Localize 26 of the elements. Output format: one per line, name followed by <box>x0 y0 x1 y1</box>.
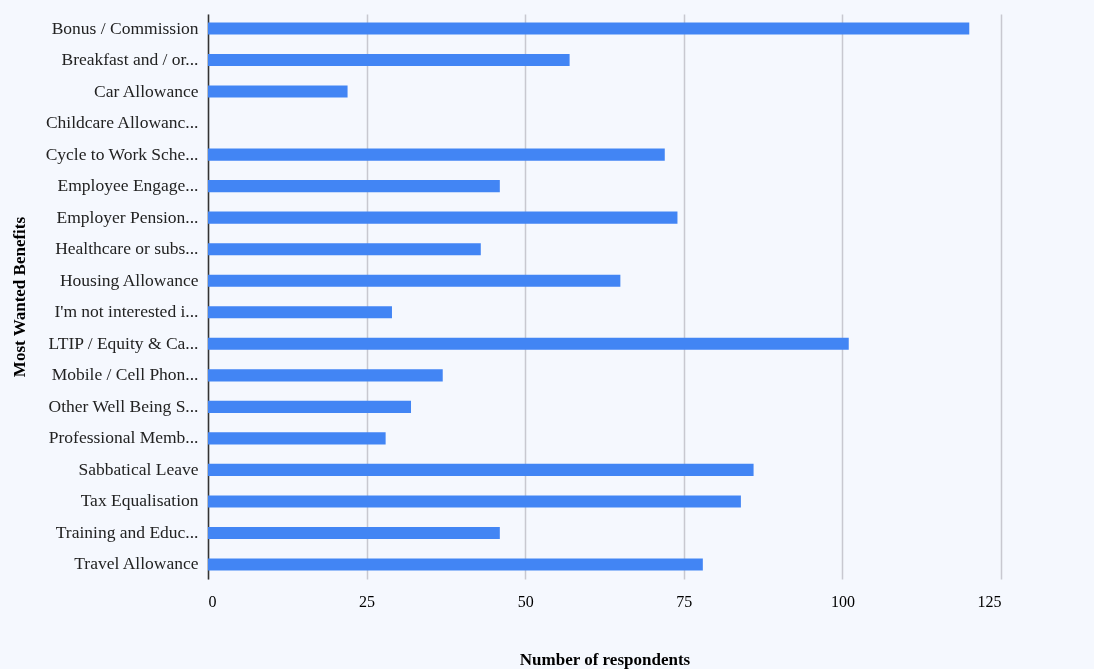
y-tick-label: Car Allowance <box>94 80 199 101</box>
x-tick-label: 0 <box>208 592 217 610</box>
x-tick-label: 50 <box>517 592 534 610</box>
y-tick-label: Bonus / Commission <box>51 17 199 38</box>
y-tick-label: Sabbatical Leave <box>78 458 199 479</box>
x-tick-label: 125 <box>977 592 1002 610</box>
y-tick-label: Healthcare or subs... <box>55 238 199 259</box>
y-tick-label: Employer Pension... <box>56 206 199 227</box>
y-axis-title: Most Wanted Benefits <box>9 216 29 378</box>
y-tick-label: LTIP / Equity & Ca... <box>48 332 199 353</box>
y-tick-label: I'm not interested i... <box>54 301 199 322</box>
y-tick-label: Housing Allowance <box>59 269 199 290</box>
y-tick-label: Employee Engage... <box>57 175 199 196</box>
y-tick-label: Mobile / Cell Phon... <box>51 364 199 385</box>
y-tick-label: Childcare Allowanc... <box>45 112 199 133</box>
y-tick-label: Tax Equalisation <box>80 490 199 511</box>
x-tick-label: 75 <box>676 592 693 610</box>
x-tick-label: 25 <box>359 592 376 610</box>
y-tick-label: Travel Allowance <box>74 553 199 574</box>
y-tick-label: Breakfast and / or... <box>61 49 199 70</box>
y-tick-label: Cycle to Work Sche... <box>45 143 199 164</box>
x-axis-title: Number of respondents <box>519 649 691 669</box>
y-tick-label: Professional Memb... <box>48 427 199 448</box>
y-tick-label: Training and Educ... <box>55 521 199 542</box>
y-tick-label: Other Well Being S... <box>48 395 199 416</box>
x-tick-label: 100 <box>830 592 855 610</box>
